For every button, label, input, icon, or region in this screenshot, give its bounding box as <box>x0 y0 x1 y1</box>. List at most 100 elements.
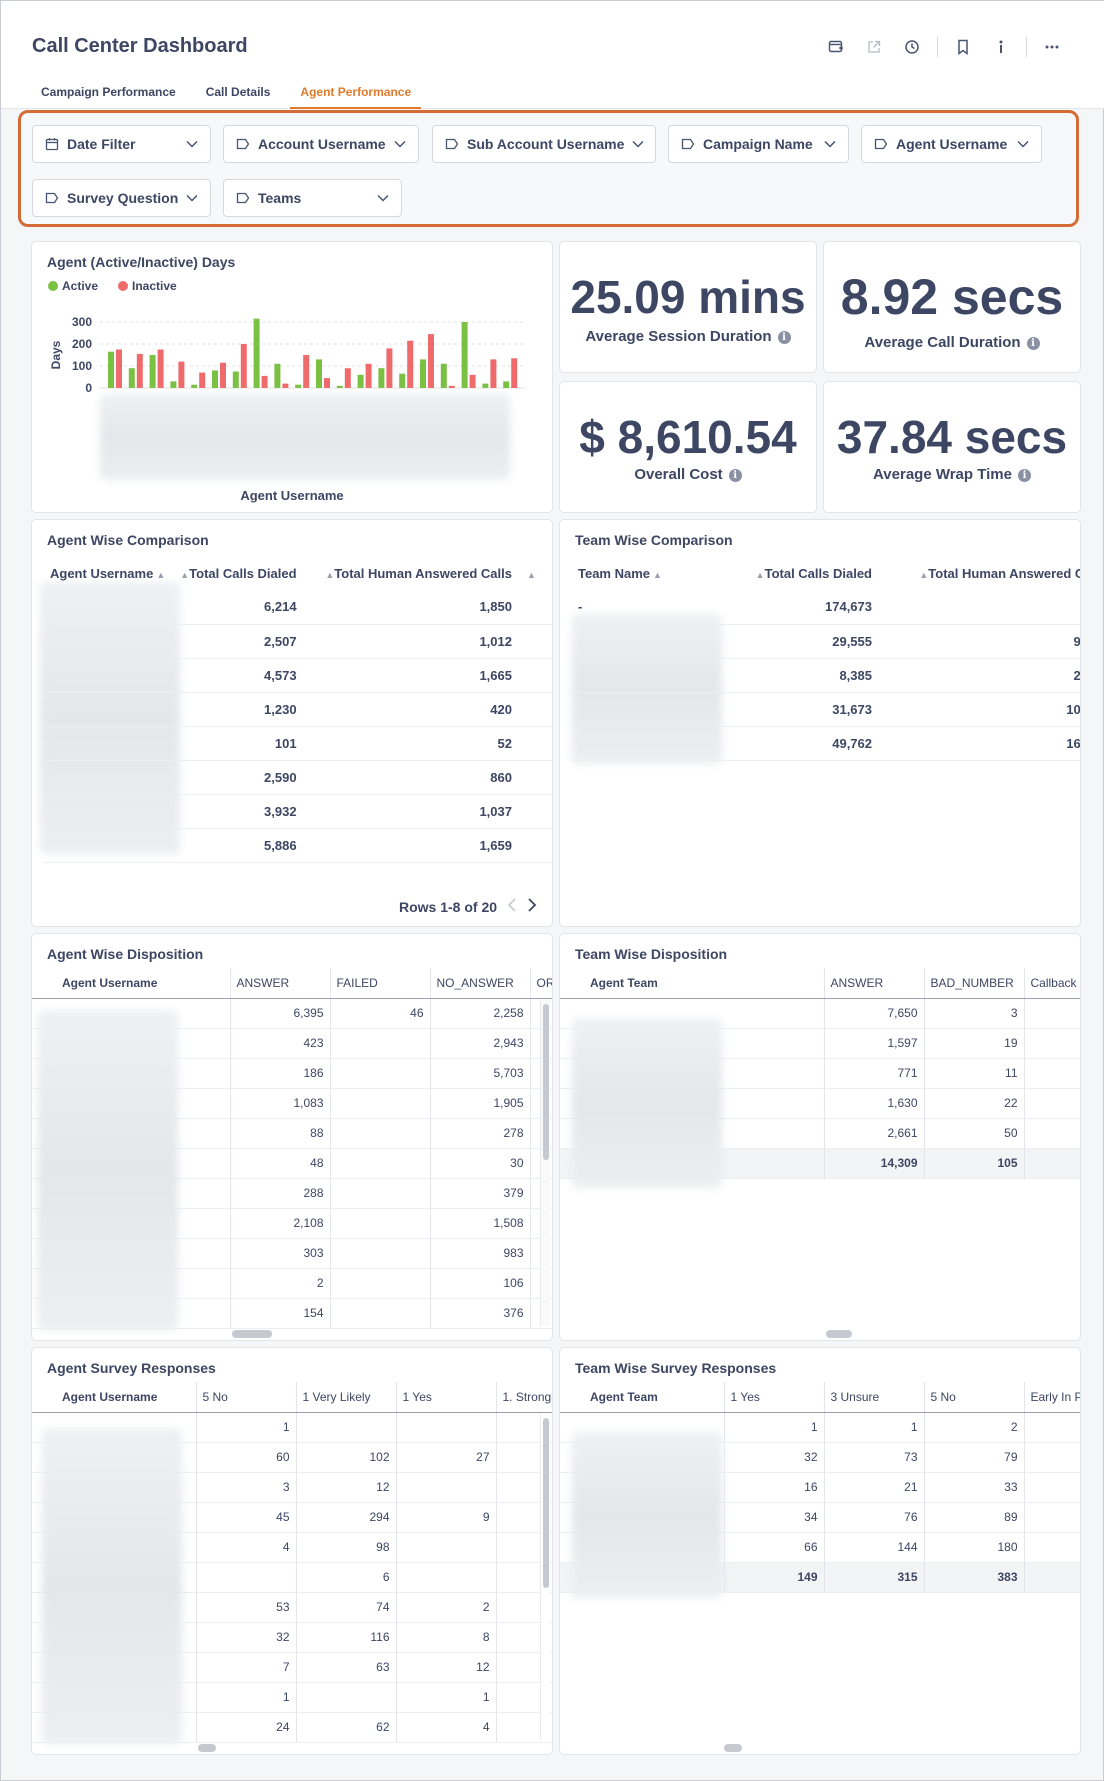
vertical-scrollbar[interactable] <box>540 1414 550 1740</box>
agent-name-cell <box>44 828 172 863</box>
info-icon[interactable]: i <box>1026 337 1040 350</box>
scrollbar-thumb[interactable] <box>543 1418 549 1588</box>
agent-days-chart: Active Inactive 0 100 200 300 Days <box>48 279 524 395</box>
filter-label: Survey Question <box>67 190 179 206</box>
table-cell: 46 <box>329 998 430 1029</box>
campaign-name-dropdown[interactable]: Campaign Name <box>668 125 849 163</box>
y-tick-label: 100 <box>72 359 92 373</box>
next-page-icon[interactable] <box>527 898 537 915</box>
horizontal-scrollbar-thumb[interactable] <box>724 1744 742 1752</box>
column-header[interactable]: ▲Total Calls Dialed <box>171 556 302 590</box>
horizontal-scrollbar-thumb[interactable] <box>826 1330 852 1338</box>
table-cell: 33 <box>923 1472 1024 1503</box>
table-row[interactable]: 1,230 420 <box>44 692 552 727</box>
column-header[interactable]: Agent Team <box>560 1382 724 1413</box>
column-header[interactable]: Team Name ▲ <box>572 556 722 590</box>
prev-page-icon[interactable] <box>507 898 517 915</box>
table-row[interactable]: 4,573 1,665 <box>44 658 552 693</box>
sort-icon[interactable]: ▲ <box>156 569 166 580</box>
column-header[interactable]: ▲Total Human Answered Calls <box>303 556 518 590</box>
table-cell <box>572 658 722 693</box>
kpi-card-overall-cost: $ 8,610.54 Overall Cost i <box>559 381 817 513</box>
column-header[interactable]: ▲ <box>518 556 552 590</box>
empty-cell <box>1023 1412 1080 1443</box>
table-row[interactable]: 2,590 860 <box>44 760 552 795</box>
survey-question-dropdown[interactable]: Survey Question <box>32 179 211 217</box>
tab-call-details[interactable]: Call Details <box>205 85 271 99</box>
table-row[interactable]: -174,67372 <box>572 590 1080 625</box>
column-header[interactable]: 1 Yes <box>723 1382 824 1413</box>
table-cell <box>329 1028 430 1059</box>
column-header[interactable]: ▲Total Human Answered Calls <box>878 556 1080 590</box>
column-header[interactable]: OR <box>529 968 552 999</box>
tab-campaign-performance[interactable]: Campaign Performance <box>41 85 176 99</box>
column-header[interactable]: 1. Strong <box>495 1382 552 1413</box>
more-icon[interactable] <box>1033 33 1071 61</box>
table-cell: 74 <box>295 1592 396 1623</box>
sort-icon[interactable]: ▲ <box>526 569 536 580</box>
sort-icon[interactable]: ▲ <box>180 569 190 580</box>
horizontal-scrollbar-thumb[interactable] <box>198 1744 216 1752</box>
sort-icon[interactable]: ▲ <box>755 569 765 580</box>
column-header[interactable]: BAD_NUMBER <box>923 968 1024 999</box>
table-row[interactable]: 5,886 1,659 <box>44 828 552 863</box>
bar-active <box>378 368 385 388</box>
table-cell: 116 <box>295 1622 396 1653</box>
column-header[interactable]: Early In P <box>1023 1382 1080 1413</box>
table-cell: 1 <box>395 1682 496 1713</box>
agent-survey-card: Agent Survey Responses Agent Username 5 … <box>31 1347 553 1755</box>
teams-dropdown[interactable]: Teams <box>223 179 402 217</box>
chart-x-axis-label: Agent Username <box>240 488 344 503</box>
share-external-icon[interactable] <box>855 33 893 61</box>
column-header[interactable]: Agent Username ▲ <box>44 556 171 590</box>
column-header[interactable]: NO_ANSWER <box>429 968 530 999</box>
table-row[interactable]: 101 52 <box>44 726 552 761</box>
date-filter-dropdown[interactable]: Date Filter <box>32 125 211 163</box>
add-to-calendar-icon[interactable] <box>817 33 855 61</box>
sub-account-username-dropdown[interactable]: Sub Account Username <box>432 125 656 163</box>
column-header[interactable]: Callback L <box>1023 968 1080 999</box>
column-header[interactable]: ANSWER <box>229 968 330 999</box>
info-icon[interactable]: i <box>1017 469 1031 482</box>
column-header[interactable]: ANSWER <box>823 968 924 999</box>
agent-username-dropdown[interactable]: Agent Username <box>861 125 1042 163</box>
sort-icon[interactable]: ▲ <box>325 569 335 580</box>
column-header[interactable]: Agent Username <box>32 968 230 999</box>
toolbar-divider <box>1026 37 1027 57</box>
column-header[interactable]: 1 Yes <box>395 1382 496 1413</box>
clock-icon[interactable] <box>893 33 931 61</box>
account-username-dropdown[interactable]: Account Username <box>223 125 419 163</box>
table-row[interactable]: 3,932 1,037 <box>44 794 552 829</box>
table-cell: 1,508 <box>429 1208 530 1239</box>
column-header[interactable]: ▲Total Calls Dialed <box>722 556 878 590</box>
column-header[interactable]: 5 No <box>923 1382 1024 1413</box>
table-cell: 27 <box>395 1442 496 1473</box>
bookmark-icon[interactable] <box>944 33 982 61</box>
info-icon[interactable]: i <box>777 331 791 344</box>
table-cell: - <box>572 590 722 625</box>
info-icon[interactable]: i <box>728 469 742 482</box>
sort-icon[interactable]: ▲ <box>919 569 929 580</box>
sort-icon[interactable]: ▲ <box>653 569 662 580</box>
horizontal-scrollbar-thumb[interactable] <box>232 1330 272 1338</box>
table-cell: 11 <box>923 1058 1024 1089</box>
column-header[interactable]: Agent Username <box>32 1382 196 1413</box>
column-header[interactable]: 1 Very Likely <box>295 1382 396 1413</box>
table-row[interactable]: 6,214 1,850 <box>44 590 552 625</box>
calendar-icon <box>45 137 59 151</box>
scrollbar-thumb[interactable] <box>543 1004 549 1160</box>
table-row[interactable]: 2,507 1,012 <box>44 624 552 659</box>
column-header[interactable]: 5 No <box>195 1382 296 1413</box>
info-icon[interactable] <box>982 33 1020 61</box>
tab-agent-performance[interactable]: Agent Performance <box>290 85 422 109</box>
vertical-scrollbar[interactable] <box>540 1000 550 1326</box>
column-header[interactable]: FAILED <box>329 968 430 999</box>
column-header[interactable]: Agent Team <box>560 968 824 999</box>
column-header[interactable]: 3 Unsure <box>823 1382 924 1413</box>
bar-inactive <box>428 334 434 388</box>
chevron-down-icon <box>394 140 406 148</box>
